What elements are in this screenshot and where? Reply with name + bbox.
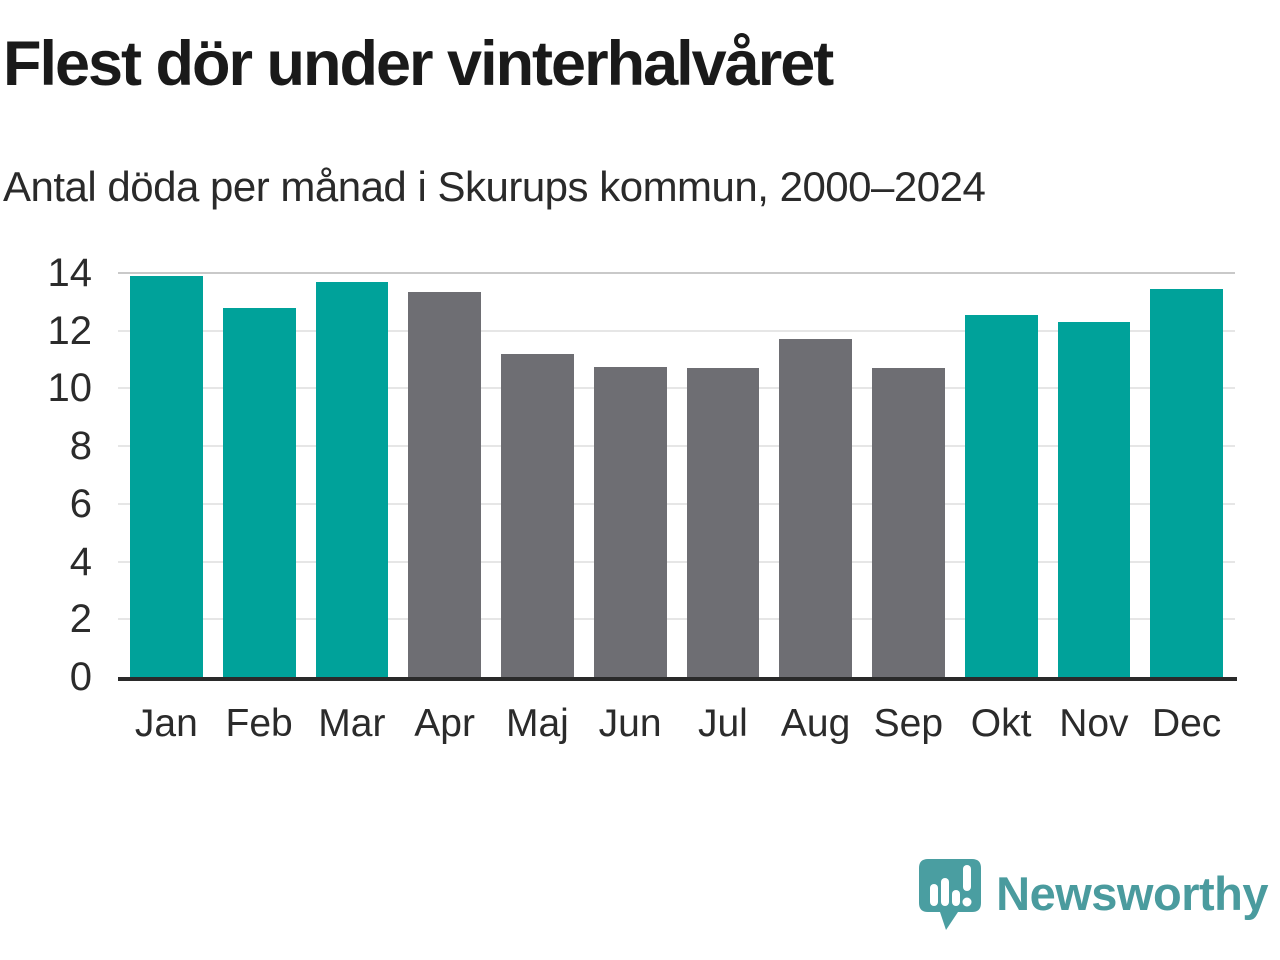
x-axis-label-jun: Jun: [598, 702, 662, 745]
y-axis-tick-label: 4: [69, 539, 92, 584]
bar-jun: [593, 366, 667, 677]
chart-subtitle: Antal döda per månad i Skurups kommun, 2…: [3, 163, 986, 210]
gridline-y-6: [118, 502, 1235, 505]
y-axis-tick-label: 2: [69, 597, 92, 642]
bar-aug: [779, 339, 852, 677]
x-axis-label-jul: Jul: [697, 702, 748, 745]
bar-jul: [686, 368, 760, 677]
chart-title: Flest dör under vinterhalvåret: [3, 29, 834, 99]
x-axis-label-maj: Maj: [505, 702, 569, 745]
x-axis-label-sep: Sep: [873, 702, 944, 745]
y-axis-tick-label: 8: [69, 424, 92, 469]
y-axis-tick-label: 12: [47, 308, 93, 353]
bars-container: [130, 273, 1223, 677]
newsworthy-branding: Newsworthy: [918, 858, 1268, 934]
y-axis-tick-label: 6: [69, 481, 92, 526]
x-axis-label-mar: Mar: [318, 702, 386, 745]
gridline-y-2: [118, 618, 1235, 621]
x-axis-label-nov: Nov: [1059, 702, 1129, 745]
y-axis-tick-label: 0: [69, 655, 92, 699]
x-axis-labels: Jan Feb Mar Apr Maj Jun Jul Aug Sep Okt Nov Dec: [130, 700, 1223, 748]
bar-feb: [222, 307, 296, 677]
x-axis-label-okt: Okt: [970, 702, 1032, 745]
newsworthy-speech-bubble-chart-icon: [919, 859, 982, 930]
y-axis-tick-label: 10: [47, 366, 93, 411]
bar-apr: [408, 291, 481, 677]
bar-jan: [130, 275, 203, 677]
gridline-y-12: [118, 329, 1235, 332]
newsworthy-wordmark: Newsworthy: [996, 866, 1268, 920]
bar-maj: [501, 353, 574, 677]
bar-mar: [315, 281, 389, 677]
bar-sep: [872, 368, 945, 677]
x-axis-label-jan: Jan: [134, 702, 198, 745]
x-axis-line: [118, 677, 1237, 681]
gridline-y-14: [118, 272, 1235, 274]
gridline-y-10: [118, 387, 1235, 390]
x-axis-label-aug: Aug: [780, 702, 851, 745]
x-axis-label-feb: Feb: [225, 702, 293, 745]
gridline-y-4: [118, 560, 1235, 563]
y-axis-tick-label: 14: [47, 251, 93, 295]
x-axis-label-apr: Apr: [414, 702, 475, 745]
bar-okt: [964, 314, 1038, 677]
bar-dec: [1150, 288, 1223, 677]
bar-nov: [1057, 322, 1131, 677]
x-axis-label-dec: Dec: [1151, 702, 1222, 745]
gridline-y-8: [118, 445, 1235, 448]
